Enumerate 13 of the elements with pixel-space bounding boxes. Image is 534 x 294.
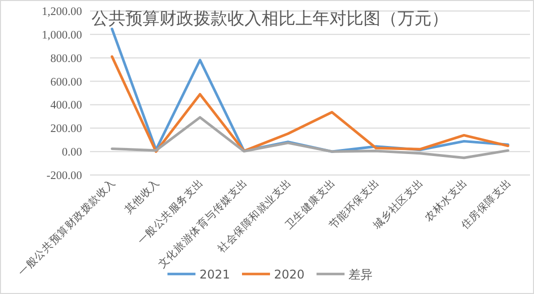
y-tick-label: 0.00	[62, 146, 82, 159]
legend-label: 2020	[274, 268, 305, 282]
y-tick-label: 200.00	[50, 123, 82, 136]
y-tick-label: 400.00	[50, 100, 82, 112]
legend-label: 2021	[199, 268, 230, 282]
y-tick-label: -200.00	[46, 170, 82, 182]
y-tick-label: 1,000.00	[42, 29, 82, 42]
y-tick-label: 800.00	[50, 52, 82, 65]
y-tick-label: 1,200.00	[42, 6, 82, 18]
legend-label: 差异	[348, 268, 373, 282]
chart-title: 公共预算财政拨款收入相比上年对比图（万元）	[92, 9, 448, 29]
x-tick-label: 其他收入	[122, 176, 162, 216]
y-tick-label: 600.00	[50, 76, 82, 88]
